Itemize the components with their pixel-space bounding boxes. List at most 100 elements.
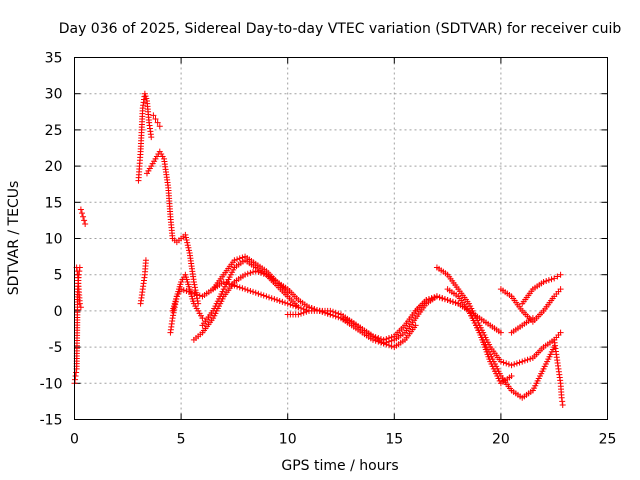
data-point (423, 297, 430, 304)
data-point (77, 304, 84, 311)
data-point (441, 296, 448, 303)
data-point (239, 285, 246, 292)
data-point (156, 123, 163, 130)
data-point (250, 268, 257, 275)
data-point (300, 309, 307, 316)
data-point (497, 358, 504, 365)
data-point (513, 360, 520, 367)
data-point (73, 369, 80, 376)
data-point (303, 308, 310, 315)
data-point (182, 234, 189, 241)
data-point (170, 312, 177, 319)
data-point (258, 291, 265, 298)
data-point (295, 311, 302, 318)
data-point (263, 293, 270, 300)
data-point (345, 317, 352, 324)
data-point (180, 287, 187, 294)
y-tick-label: -5 (49, 340, 63, 356)
data-point (335, 314, 342, 321)
data-point (383, 335, 390, 342)
x-tick-label: 15 (385, 432, 403, 448)
x-tick-label: 20 (492, 432, 510, 448)
data-point (276, 297, 283, 304)
data-point (557, 329, 564, 336)
data-point (385, 335, 392, 342)
y-tick-label: 10 (45, 232, 63, 248)
data-point (282, 299, 289, 306)
data-point (511, 361, 518, 368)
data-point (186, 288, 193, 295)
data-point (497, 329, 504, 336)
y-tick-label: 30 (45, 87, 63, 103)
data-point (266, 294, 273, 301)
data-point (314, 306, 321, 313)
data-point (439, 295, 446, 302)
data-point (184, 242, 191, 249)
data-point (298, 310, 305, 317)
data-point (388, 343, 395, 350)
data-point (72, 376, 79, 383)
data-point (154, 119, 161, 126)
data-point (311, 306, 318, 313)
data-point (80, 213, 87, 220)
chart-title: Day 036 of 2025, Sidereal Day-to-day VTE… (59, 21, 622, 37)
data-point (279, 298, 286, 305)
data-point (332, 313, 339, 320)
data-point (327, 311, 334, 318)
y-tick-label: 0 (54, 304, 63, 320)
data-point (274, 297, 281, 304)
data-point (433, 293, 440, 300)
data-point (185, 244, 192, 251)
series-track-23 (508, 315, 536, 336)
data-point (548, 276, 555, 283)
data-point (558, 394, 565, 401)
data-point (142, 257, 149, 264)
data-point (330, 312, 337, 319)
series-track-3 (77, 206, 89, 228)
y-tick-label: 5 (54, 268, 63, 284)
data-point (519, 358, 526, 365)
data-point (559, 402, 566, 409)
data-point (271, 296, 278, 303)
data-point (428, 295, 435, 302)
data-point (247, 287, 254, 294)
data-point (295, 304, 302, 311)
data-point (196, 292, 203, 299)
data-point (184, 239, 191, 246)
data-point (188, 289, 195, 296)
data-point (319, 308, 326, 315)
data-point (540, 278, 547, 285)
x-tick-label: 25 (599, 432, 617, 448)
data-point (316, 307, 323, 314)
data-point (343, 316, 350, 323)
data-point (559, 398, 566, 405)
tick-labels: 0 5 10 15 20 25 -15 -10 -5 0 5 10 15 20 25 30 35 (40, 51, 617, 448)
data-point (444, 297, 451, 304)
data-point (340, 316, 347, 323)
y-tick-label: -15 (40, 413, 63, 429)
x-axis-label: GPS time / hours (281, 458, 398, 474)
data-point (545, 277, 552, 284)
data-point (449, 298, 456, 305)
data-point (529, 315, 536, 322)
data-point (250, 288, 257, 295)
data-point (191, 281, 198, 288)
series-track-4 (135, 90, 155, 184)
x-tick-label: 0 (70, 432, 79, 448)
data-point (82, 221, 89, 228)
data-point (183, 287, 190, 294)
data-point (268, 295, 275, 302)
plot-frame (74, 57, 608, 420)
series-track-19 (465, 307, 504, 336)
data-point (508, 362, 515, 369)
data-point (194, 291, 201, 298)
data-point (260, 292, 267, 299)
data-point (380, 336, 387, 343)
data-point (452, 299, 459, 306)
data-point (191, 284, 198, 291)
x-tick-label: 10 (279, 432, 297, 448)
data-point (508, 373, 515, 380)
x-tick-label: 5 (177, 432, 186, 448)
series-track-22 (551, 336, 566, 409)
series-track-20 (497, 286, 564, 325)
